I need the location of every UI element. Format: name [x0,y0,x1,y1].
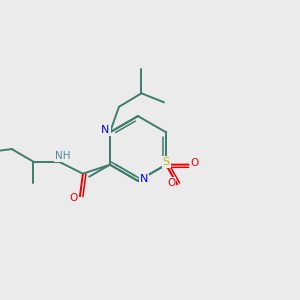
Text: O: O [167,178,176,188]
Text: N: N [140,174,148,184]
Text: O: O [190,158,199,168]
Text: NH: NH [55,151,70,161]
Text: N: N [101,125,110,135]
Text: O: O [69,193,77,203]
Text: S: S [163,157,170,167]
